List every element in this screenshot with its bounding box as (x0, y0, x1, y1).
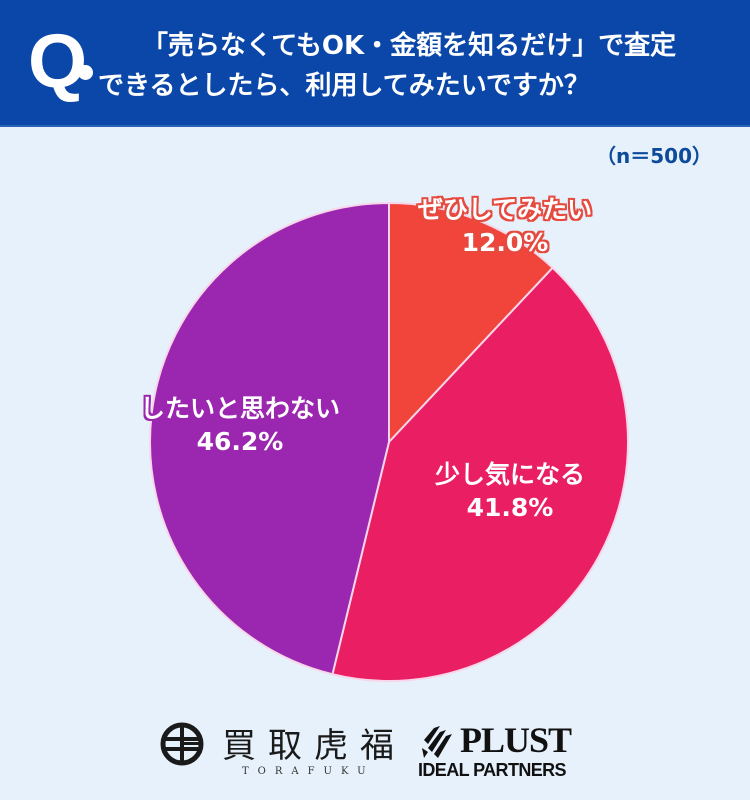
q-mark: Q (28, 19, 88, 104)
question-line-1: 「売らなくてもOK・金額を知るだけ」で査定 (142, 31, 677, 61)
pie-slice-somewhat (331, 266, 629, 682)
slice-pct: 41.8% (466, 493, 554, 522)
slice-label-very-much: ぜひしてみたい 12.0% (395, 193, 615, 259)
torafuku-logo-icon (160, 722, 204, 766)
slice-label-somewhat: 少し気になる 41.8% (405, 458, 615, 524)
slice-name: 少し気になる (434, 460, 585, 489)
question-header: Q 「売らなくてもOK・金額を知るだけ」で査定 できるとしたら、利用してみたいで… (0, 0, 750, 127)
slice-pct: 46.2% (196, 427, 284, 456)
sample-size: （n＝500） (596, 144, 712, 168)
plust-subtitle: IDEAL PARTNERS (418, 760, 567, 780)
torafuku-roman: TORAFUKU (242, 766, 375, 777)
question-text: 「売らなくてもOK・金額を知るだけ」で査定 できるとしたら、利用してみたいですか… (98, 26, 738, 106)
pie-slice-very-much (388, 201, 555, 445)
slice-pct: 12.0% (461, 228, 549, 257)
slice-name: ぜひしてみたい (417, 195, 593, 224)
pie-slice-no (149, 201, 390, 676)
question-line-2: できるとしたら、利用してみたいですか？ (98, 71, 590, 101)
slice-label-no: したいと思わない 46.2% (110, 392, 370, 458)
plust-logo-icon (422, 726, 452, 758)
plust-name: PLUST (460, 720, 572, 760)
pie-slices (149, 201, 629, 682)
q-dot-icon (78, 65, 93, 80)
torafuku-name: 買取虎福 (222, 726, 406, 766)
slice-name: したいと思わない (139, 394, 340, 423)
